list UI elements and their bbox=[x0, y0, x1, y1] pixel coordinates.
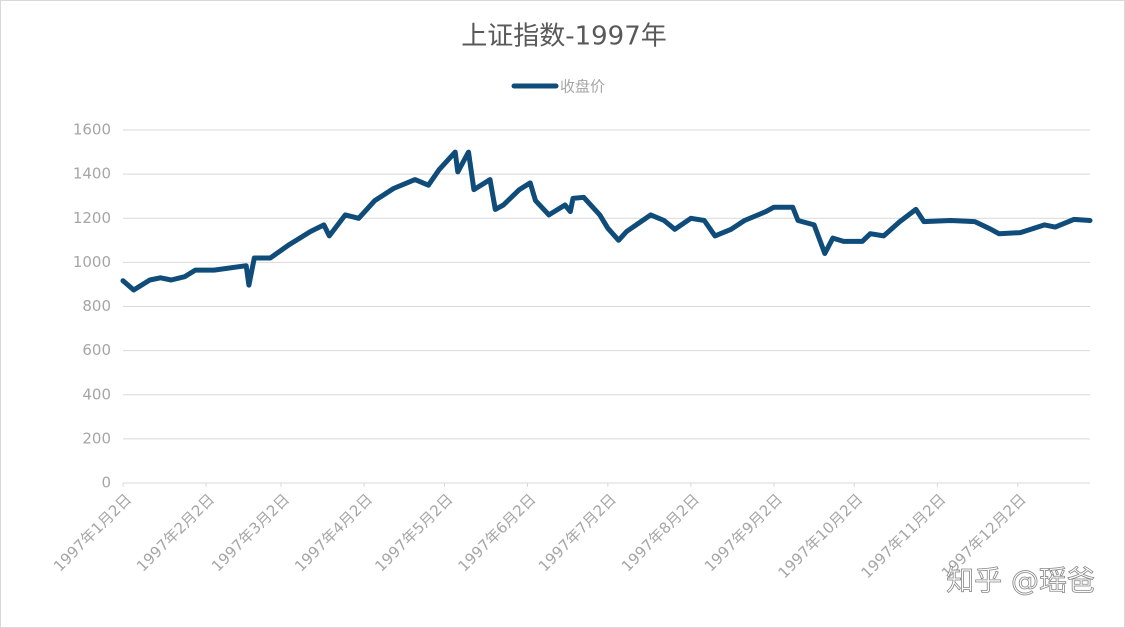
y-tick-label: 0 bbox=[101, 474, 111, 492]
y-tick-label: 600 bbox=[82, 341, 111, 359]
y-tick-label: 1200 bbox=[73, 209, 111, 227]
legend-label: 收盘价 bbox=[560, 78, 605, 96]
y-tick-label: 1600 bbox=[73, 121, 111, 139]
watermark: 知乎 @瑶爸 bbox=[946, 564, 1095, 597]
chart-title: 上证指数-1997年 bbox=[461, 22, 667, 52]
y-tick-label: 200 bbox=[82, 429, 111, 447]
line-series bbox=[120, 149, 1093, 293]
y-tick-label: 1000 bbox=[73, 253, 111, 271]
y-tick-label: 400 bbox=[82, 385, 111, 403]
y-tick-label: 1400 bbox=[73, 165, 111, 183]
y-tick-label: 800 bbox=[82, 297, 111, 315]
